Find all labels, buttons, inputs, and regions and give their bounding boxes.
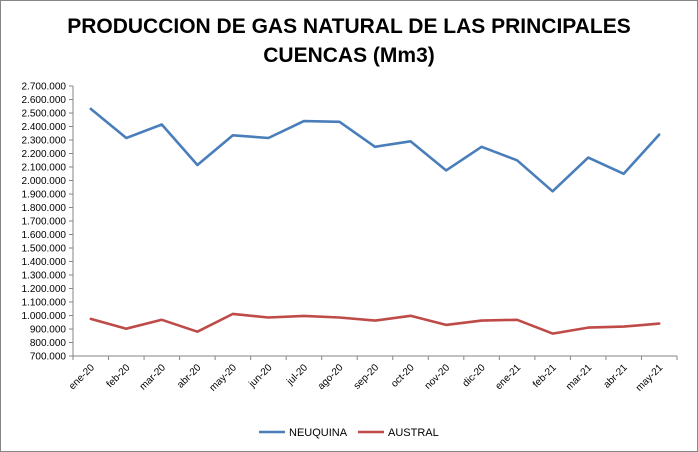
y-tick-label: 2.200.000 xyxy=(22,149,67,160)
series-line-neuquina xyxy=(89,107,661,193)
x-tick-label: oct-20 xyxy=(389,362,417,390)
x-tick-label: ene-21 xyxy=(493,362,523,392)
y-tick-label: 1.300.000 xyxy=(22,271,67,282)
x-tick-label: feb-21 xyxy=(531,362,559,390)
y-tick-label: 1.600.000 xyxy=(22,230,67,241)
x-tick-label: may-20 xyxy=(208,362,240,394)
x-tick-label: may-21 xyxy=(634,362,666,394)
x-tick-label: dic-20 xyxy=(461,362,488,389)
y-tick-label: 1.100.000 xyxy=(22,298,67,309)
x-tick-label: abr-21 xyxy=(602,362,631,391)
x-tick-label: ago-20 xyxy=(316,362,346,392)
y-tick-label: 2.500.000 xyxy=(22,109,67,120)
chart-title: PRODUCCION DE GAS NATURAL DE LAS PRINCIP… xyxy=(67,15,631,67)
y-tick-label: 1.900.000 xyxy=(22,190,67,201)
x-axis: ene-20 feb-20 mar-20 abr-20 may-20 jun-20 jul-… xyxy=(67,355,678,394)
y-tick-label: 2.100.000 xyxy=(22,163,67,174)
y-tick-label: 2.600.000 xyxy=(22,95,67,106)
y-tick-label: 700.000 xyxy=(30,352,67,363)
x-tick-label: nov-20 xyxy=(423,362,453,392)
legend: NEUQUINA AUSTRAL xyxy=(259,427,439,439)
x-tick-label: ene-20 xyxy=(67,362,97,392)
legend-label-austral: AUSTRAL xyxy=(388,427,439,439)
y-tick-label: 900.000 xyxy=(30,325,67,336)
x-tick-label: feb-20 xyxy=(105,362,133,390)
x-tick-label: abr-20 xyxy=(175,362,204,391)
legend-label-neuquina: NEUQUINA xyxy=(289,427,348,439)
y-tick-label: 1.500.000 xyxy=(22,244,67,255)
y-tick-label: 1.200.000 xyxy=(22,284,67,295)
x-tick-label: sep-20 xyxy=(352,362,382,392)
x-tick-label: jul-20 xyxy=(284,362,310,388)
y-tick-label: 800.000 xyxy=(30,338,67,349)
y-tick-label: 2.700.000 xyxy=(22,82,67,93)
y-tick-label: 1.000.000 xyxy=(22,311,67,322)
y-tick-label: 2.400.000 xyxy=(22,122,67,133)
series-lines xyxy=(89,107,661,335)
y-axis: 700.000 800.000 900.000 1.000.000 1.100.000 1… xyxy=(22,82,74,363)
y-tick-label: 1.400.000 xyxy=(22,257,67,268)
y-tick-label: 2.300.000 xyxy=(22,136,67,147)
x-tick-label: jun-20 xyxy=(246,362,274,390)
x-tick-label: mar-21 xyxy=(564,362,594,392)
x-tick-label: mar-20 xyxy=(138,362,168,392)
y-tick-label: 2.000.000 xyxy=(22,176,67,187)
y-tick-label: 1.800.000 xyxy=(22,203,67,214)
series-line-austral xyxy=(89,312,661,335)
y-tick-label: 1.700.000 xyxy=(22,217,67,228)
